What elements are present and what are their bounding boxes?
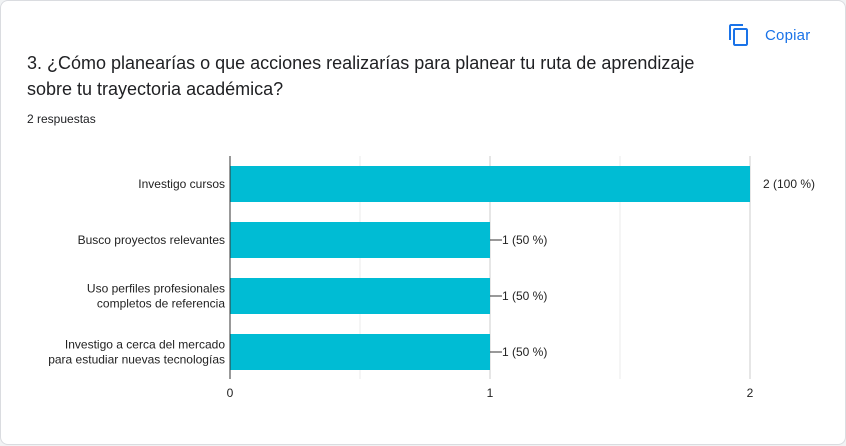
x-tick-label: 2 bbox=[747, 386, 754, 400]
copy-button-label: Copiar bbox=[765, 26, 811, 44]
category-label: Busco proyectos relevantes bbox=[78, 233, 225, 247]
bar bbox=[230, 166, 750, 202]
x-tick-label: 0 bbox=[227, 386, 234, 400]
x-tick-label: 1 bbox=[487, 386, 494, 400]
category-label: Investigo cursos bbox=[138, 177, 225, 191]
question-title-line-1: 3. ¿Cómo planearías o que acciones reali… bbox=[27, 53, 695, 73]
data-label: 1 (50 %) bbox=[502, 233, 547, 247]
category-label: Investigo a cerca del mercado bbox=[65, 338, 225, 352]
data-label: 2 (100 %) bbox=[763, 177, 815, 191]
bar bbox=[230, 334, 490, 370]
question-title-line-2: sobre tu trayectoria académica? bbox=[27, 79, 284, 99]
content-copy-icon bbox=[729, 24, 748, 46]
category-label: Uso perfiles profesionales bbox=[87, 282, 225, 296]
category-label: para estudiar nuevas tecnologías bbox=[48, 353, 225, 367]
data-label: 1 (50 %) bbox=[502, 345, 547, 359]
data-label: 1 (50 %) bbox=[502, 289, 547, 303]
bar bbox=[230, 278, 490, 314]
category-label: completos de referencia bbox=[97, 297, 225, 311]
copy-button[interactable]: Copiar bbox=[727, 19, 810, 51]
response-count: 2 respuestas bbox=[27, 112, 96, 126]
bar bbox=[230, 222, 490, 258]
question-title: 3. ¿Cómo planearías o que acciones reali… bbox=[27, 50, 727, 102]
